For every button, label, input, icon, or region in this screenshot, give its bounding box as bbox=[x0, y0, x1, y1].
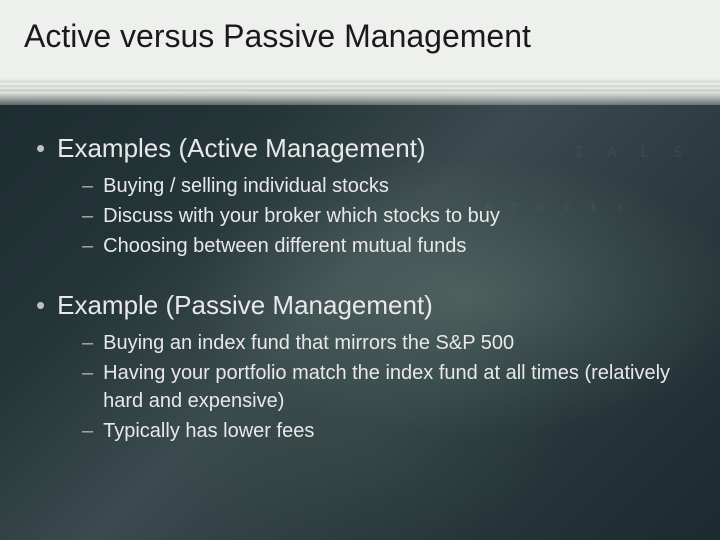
item-text: Buying / selling individual stocks bbox=[103, 172, 389, 200]
item-text: Typically has lower fees bbox=[103, 417, 314, 445]
list-item: – Having your portfolio match the index … bbox=[82, 359, 684, 415]
dash-icon: – bbox=[82, 329, 93, 357]
section-title: Example (Passive Management) bbox=[57, 290, 433, 321]
dash-icon: – bbox=[82, 172, 93, 200]
dash-icon: – bbox=[82, 202, 93, 230]
list-item: – Buying an index fund that mirrors the … bbox=[82, 329, 684, 357]
sub-list: – Buying an index fund that mirrors the … bbox=[36, 329, 684, 445]
section-header: • Example (Passive Management) bbox=[36, 290, 684, 321]
section-header: • Examples (Active Management) bbox=[36, 133, 684, 164]
list-item: – Choosing between different mutual fund… bbox=[82, 232, 684, 260]
item-text: Buying an index fund that mirrors the S&… bbox=[103, 329, 514, 357]
section-passive: • Example (Passive Management) – Buying … bbox=[36, 290, 684, 445]
section-title: Examples (Active Management) bbox=[57, 133, 425, 164]
section-active: • Examples (Active Management) – Buying … bbox=[36, 133, 684, 260]
dash-icon: – bbox=[82, 417, 93, 445]
dash-icon: – bbox=[82, 359, 93, 387]
list-item: – Discuss with your broker which stocks … bbox=[82, 202, 684, 230]
dash-icon: – bbox=[82, 232, 93, 260]
sub-list: – Buying / selling individual stocks – D… bbox=[36, 172, 684, 260]
bullet-icon: • bbox=[36, 135, 45, 161]
list-item: – Typically has lower fees bbox=[82, 417, 684, 445]
list-item: – Buying / selling individual stocks bbox=[82, 172, 684, 200]
item-text: Having your portfolio match the index fu… bbox=[103, 359, 684, 415]
title-bar: Active versus Passive Management bbox=[0, 0, 720, 105]
slide-body: • Examples (Active Management) – Buying … bbox=[0, 105, 720, 445]
item-text: Discuss with your broker which stocks to… bbox=[103, 202, 500, 230]
slide-title: Active versus Passive Management bbox=[24, 18, 696, 55]
item-text: Choosing between different mutual funds bbox=[103, 232, 466, 260]
bullet-icon: • bbox=[36, 292, 45, 318]
